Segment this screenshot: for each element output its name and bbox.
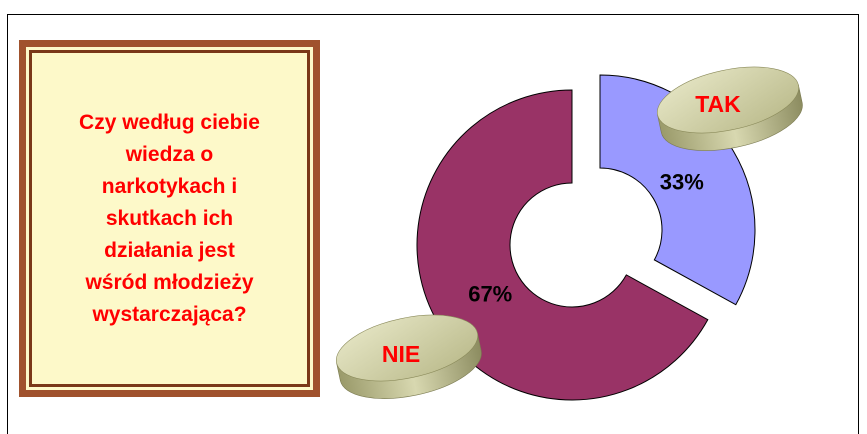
category-label-nie: NIE: [382, 341, 420, 367]
value-label-tak: 33%: [660, 170, 704, 195]
question-box: Czy według ciebie wiedza o narkotykach i…: [19, 40, 320, 397]
category-tag-tak: TAK: [656, 66, 803, 151]
category-tag-nie: NIE: [335, 314, 482, 399]
value-label-nie: 67%: [468, 281, 512, 306]
slice-nie: [416, 89, 709, 401]
category-label-tak: TAK: [695, 91, 741, 117]
question-text: Czy według ciebie wiedza o narkotykach i…: [79, 110, 260, 326]
